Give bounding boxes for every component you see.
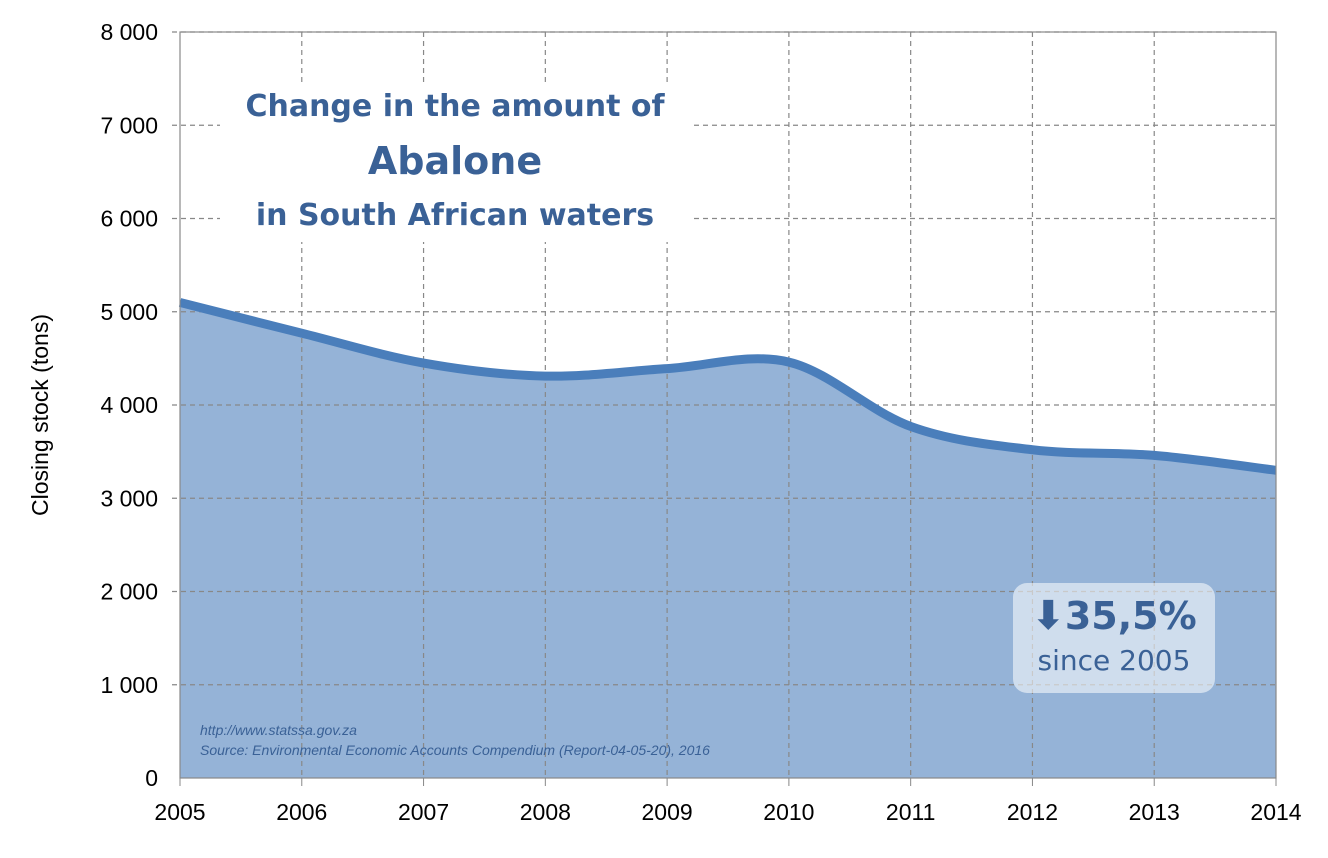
series-line bbox=[178, 298, 1277, 475]
plot-frame bbox=[179, 31, 1277, 779]
x-tick-label: 2008 bbox=[520, 799, 571, 825]
y-tick-label: 2 000 bbox=[100, 579, 158, 605]
down-arrow-icon: ⬇ bbox=[1031, 593, 1065, 639]
title-line-2: Abalone bbox=[367, 139, 543, 183]
x-tick-label: 2011 bbox=[886, 799, 935, 825]
change-since: since 2005 bbox=[1037, 644, 1191, 677]
y-tick-label: 8 000 bbox=[100, 19, 158, 45]
title-line-1: Change in the amount of bbox=[245, 89, 665, 124]
x-tick-label: 2006 bbox=[276, 799, 327, 825]
y-tick-label: 5 000 bbox=[100, 299, 158, 325]
y-tick-label: 0 bbox=[145, 765, 158, 791]
x-tick-label: 2009 bbox=[642, 799, 693, 825]
area-fill bbox=[180, 302, 1276, 778]
x-tick-label: 2013 bbox=[1129, 799, 1180, 825]
chart-title: Change in the amount of Abalone in South… bbox=[220, 82, 690, 242]
y-tick-label: 6 000 bbox=[100, 206, 158, 232]
y-tick-label: 3 000 bbox=[100, 485, 158, 511]
source-url: http://www.statssa.gov.za bbox=[200, 722, 357, 738]
change-percent: 35,5% bbox=[1064, 594, 1197, 638]
x-tick-label: 2005 bbox=[154, 799, 205, 825]
y-tick-label: 1 000 bbox=[100, 672, 158, 698]
y-axis-label: Closing stock (tons) bbox=[27, 314, 53, 516]
x-tick-label: 2014 bbox=[1250, 799, 1301, 825]
x-tick-label: 2012 bbox=[1007, 799, 1058, 825]
x-tick-label: 2007 bbox=[398, 799, 449, 825]
y-tick-label: 4 000 bbox=[100, 392, 158, 418]
y-tick-label: 7 000 bbox=[100, 112, 158, 138]
source-note: http://www.statssa.gov.za Source: Enviro… bbox=[200, 720, 710, 760]
title-line-3: in South African waters bbox=[255, 198, 655, 233]
change-badge: ⬇35,5% since 2005 bbox=[1013, 583, 1215, 693]
x-tick-label: 2010 bbox=[763, 799, 814, 825]
source-citation: Source: Environmental Economic Accounts … bbox=[200, 742, 710, 758]
